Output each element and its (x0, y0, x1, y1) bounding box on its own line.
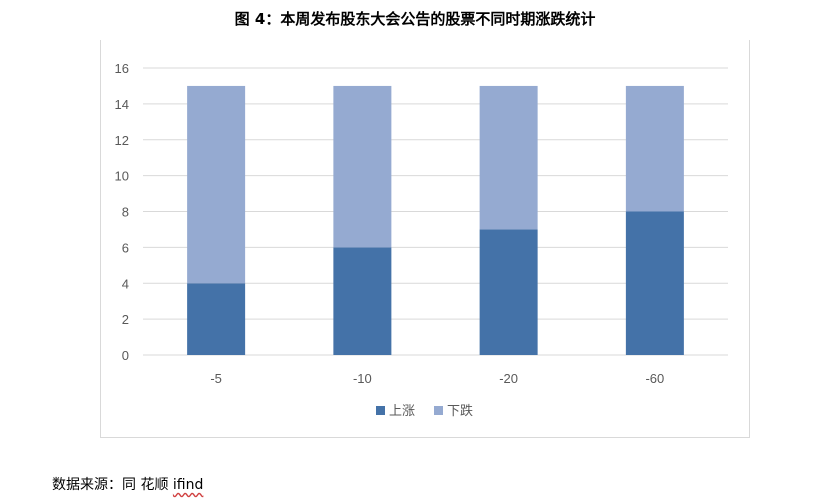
source-brand: ifind (172, 477, 204, 493)
y-tick-label: 8 (122, 205, 129, 220)
bar-up (333, 247, 392, 355)
x-axis-ticks: -5 -10 -20 -60 (210, 371, 664, 386)
x-tick-label: -20 (499, 371, 518, 386)
y-tick-label: 2 (122, 312, 129, 327)
x-tick-label: -10 (353, 371, 372, 386)
legend: 上涨 下跌 (376, 403, 473, 419)
legend-swatch (376, 406, 385, 415)
y-tick-label: 14 (115, 97, 129, 112)
data-source-note: 数据来源：同 花顺 ifind (52, 474, 203, 494)
x-tick-label: -60 (645, 371, 664, 386)
y-axis-ticks: 0 2 4 6 8 10 12 14 16 (115, 61, 129, 363)
bar-up (479, 229, 538, 355)
chart-title: 图 4：本周发布股东大会公告的股票不同时期涨跌统计 (234, 10, 596, 28)
legend-label: 下跌 (447, 403, 473, 419)
y-tick-label: 0 (122, 348, 129, 363)
legend-label: 上涨 (389, 404, 415, 419)
y-tick-label: 6 (122, 240, 129, 255)
y-tick-label: 12 (115, 133, 129, 148)
bar-down (625, 85, 684, 212)
stacked-bar-chart: 0 2 4 6 8 10 12 14 16 -5 -10 -20 -60 上涨 下跌 (115, 61, 728, 419)
bar-up (187, 283, 246, 355)
x-tick-label: -5 (210, 371, 222, 386)
bar-up (625, 211, 684, 355)
legend-swatch (434, 406, 443, 415)
y-tick-label: 16 (115, 61, 129, 76)
chart-frame (100, 40, 750, 438)
y-tick-label: 10 (115, 169, 129, 184)
bar-down (479, 85, 538, 230)
bars (187, 85, 684, 355)
bar-down (333, 85, 392, 248)
y-tick-label: 4 (122, 276, 129, 291)
source-label: 数据来源：同 花顺 (52, 477, 173, 493)
bar-down (187, 85, 246, 284)
